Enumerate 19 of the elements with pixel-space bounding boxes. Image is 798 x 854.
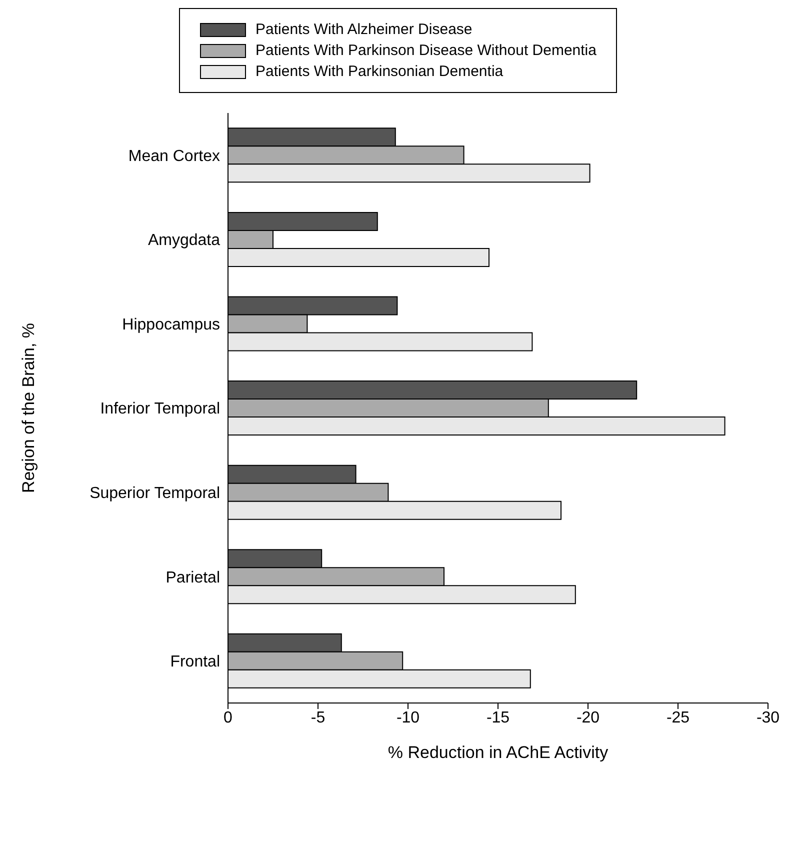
y-tick-label: Mean Cortex bbox=[128, 148, 220, 165]
y-tick-label: Frontal bbox=[170, 654, 220, 671]
y-axis-title: Region of the Brain, % bbox=[19, 322, 38, 494]
x-tick-label: -15 bbox=[486, 709, 510, 726]
y-tick-label: Superior Temporal bbox=[90, 484, 220, 502]
x-tick-label: -25 bbox=[666, 709, 690, 726]
y-tick-label: Inferior Temporal bbox=[100, 400, 220, 418]
x-tick-label: 0 bbox=[224, 709, 233, 726]
legend-label: Patients With Alzheimer Disease bbox=[256, 21, 472, 38]
x-tick-label: -30 bbox=[756, 709, 780, 726]
legend-label: Patients With Parkinsonian Dementia bbox=[256, 63, 504, 80]
y-tick-label: Amygdata bbox=[148, 232, 220, 250]
y-tick-label: Parietal bbox=[166, 569, 220, 586]
legend-label: Patients With Parkinson Disease Without Dementia bbox=[256, 42, 596, 59]
x-tick-label: -5 bbox=[310, 709, 326, 726]
x-axis-title: % Reduction in AChE Activity bbox=[388, 743, 609, 762]
x-tick-label: -20 bbox=[576, 709, 600, 726]
x-tick-label: -10 bbox=[396, 709, 420, 726]
y-tick-label: Hippocampus bbox=[122, 316, 220, 334]
